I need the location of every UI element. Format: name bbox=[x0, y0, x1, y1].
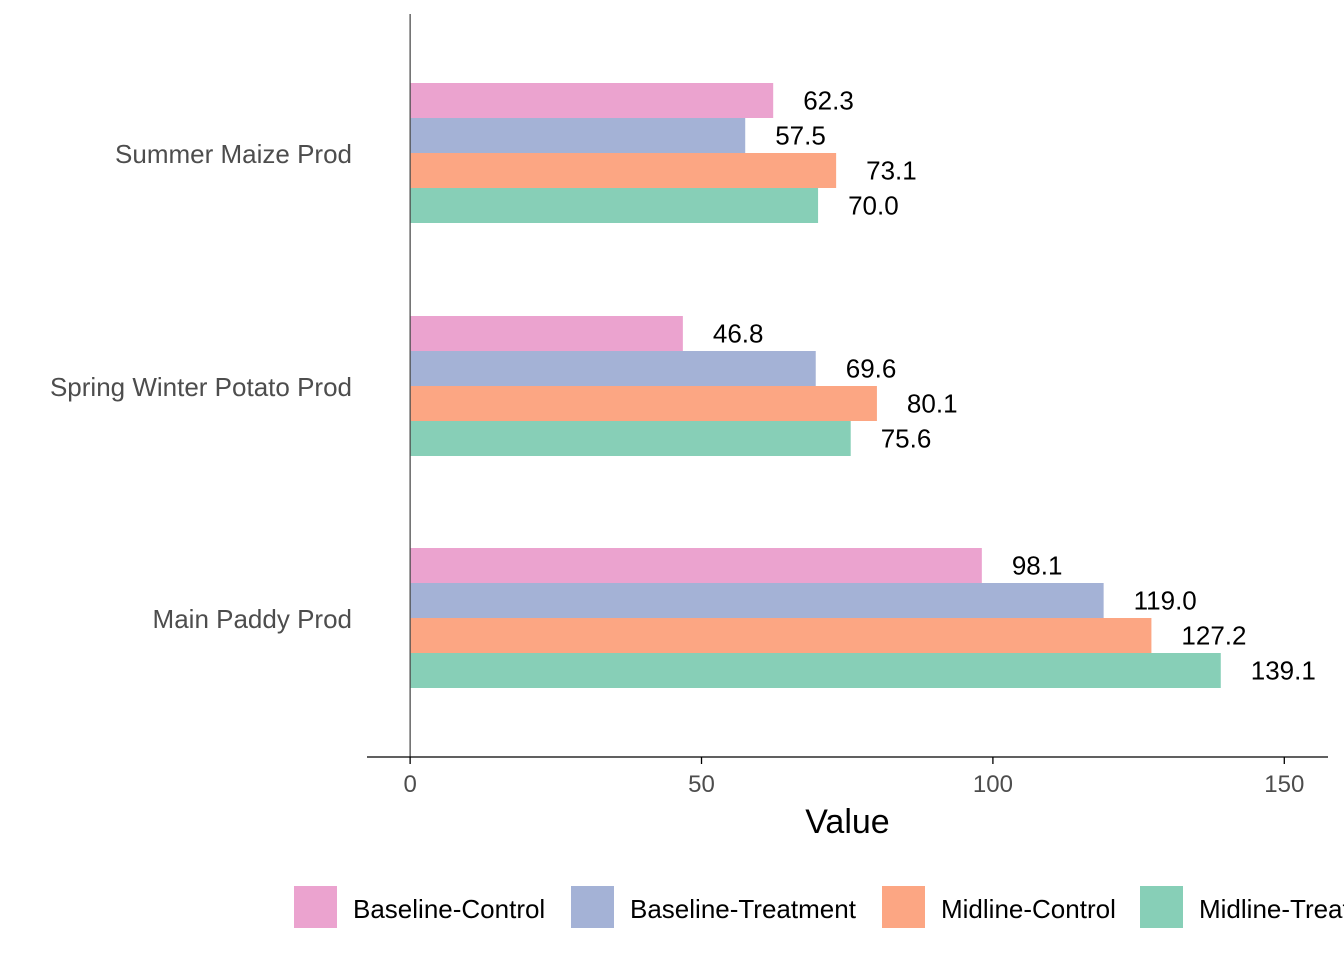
legend-label: Midline-Control bbox=[941, 894, 1116, 924]
bar bbox=[410, 386, 877, 421]
legend-key bbox=[882, 886, 925, 928]
bar bbox=[410, 653, 1221, 688]
x-tick-label: 150 bbox=[1264, 771, 1304, 798]
data-label: 98.1 bbox=[1012, 551, 1063, 581]
data-labels-layer: 62.3 57.5 73.1 70.0 46.8 69.6 80.1 75.6 98.1 119.… bbox=[713, 86, 1316, 686]
bar bbox=[410, 583, 1104, 618]
x-ticks-layer: 0 50 100 150 bbox=[403, 757, 1304, 798]
data-label: 57.5 bbox=[775, 121, 826, 151]
x-axis-title: Value bbox=[805, 803, 889, 841]
category-label: Summer Maize Prod bbox=[115, 139, 352, 169]
legend-label: Baseline-Treatment bbox=[630, 894, 857, 924]
category-label: Main Paddy Prod bbox=[153, 604, 352, 634]
data-label: 73.1 bbox=[866, 156, 917, 186]
data-label: 119.0 bbox=[1134, 586, 1197, 616]
x-tick-label: 50 bbox=[688, 771, 715, 798]
legend-key bbox=[571, 886, 614, 928]
category-label: Spring Winter Potato Prod bbox=[50, 372, 352, 402]
data-label: 75.6 bbox=[881, 424, 932, 454]
bar bbox=[410, 421, 851, 456]
bar bbox=[410, 118, 746, 153]
bar bbox=[410, 351, 816, 386]
bar bbox=[410, 316, 683, 351]
bar bbox=[410, 548, 982, 583]
category-labels-layer: Summer Maize Prod Spring Winter Potato Pr… bbox=[50, 139, 352, 634]
data-label: 69.6 bbox=[846, 354, 897, 384]
data-label: 80.1 bbox=[907, 389, 958, 419]
bar bbox=[410, 83, 774, 118]
legend-label: Baseline-Control bbox=[353, 894, 545, 924]
legend-key bbox=[294, 886, 337, 928]
x-tick-label: 0 bbox=[403, 771, 416, 798]
x-tick-label: 100 bbox=[973, 771, 1013, 798]
bar bbox=[410, 618, 1152, 653]
bar bbox=[410, 153, 837, 188]
data-label: 127.2 bbox=[1181, 621, 1246, 651]
legend: Baseline-Control Baseline-Treatment Midlin… bbox=[294, 886, 1344, 928]
legend-label: Midline-Treatment bbox=[1199, 894, 1344, 924]
data-label: 139.1 bbox=[1251, 656, 1316, 686]
data-label: 46.8 bbox=[713, 319, 764, 349]
bar bbox=[410, 188, 819, 223]
bars-layer bbox=[410, 83, 1221, 688]
legend-key bbox=[1140, 886, 1183, 928]
data-label: 62.3 bbox=[803, 86, 854, 116]
data-label: 70.0 bbox=[848, 191, 899, 221]
